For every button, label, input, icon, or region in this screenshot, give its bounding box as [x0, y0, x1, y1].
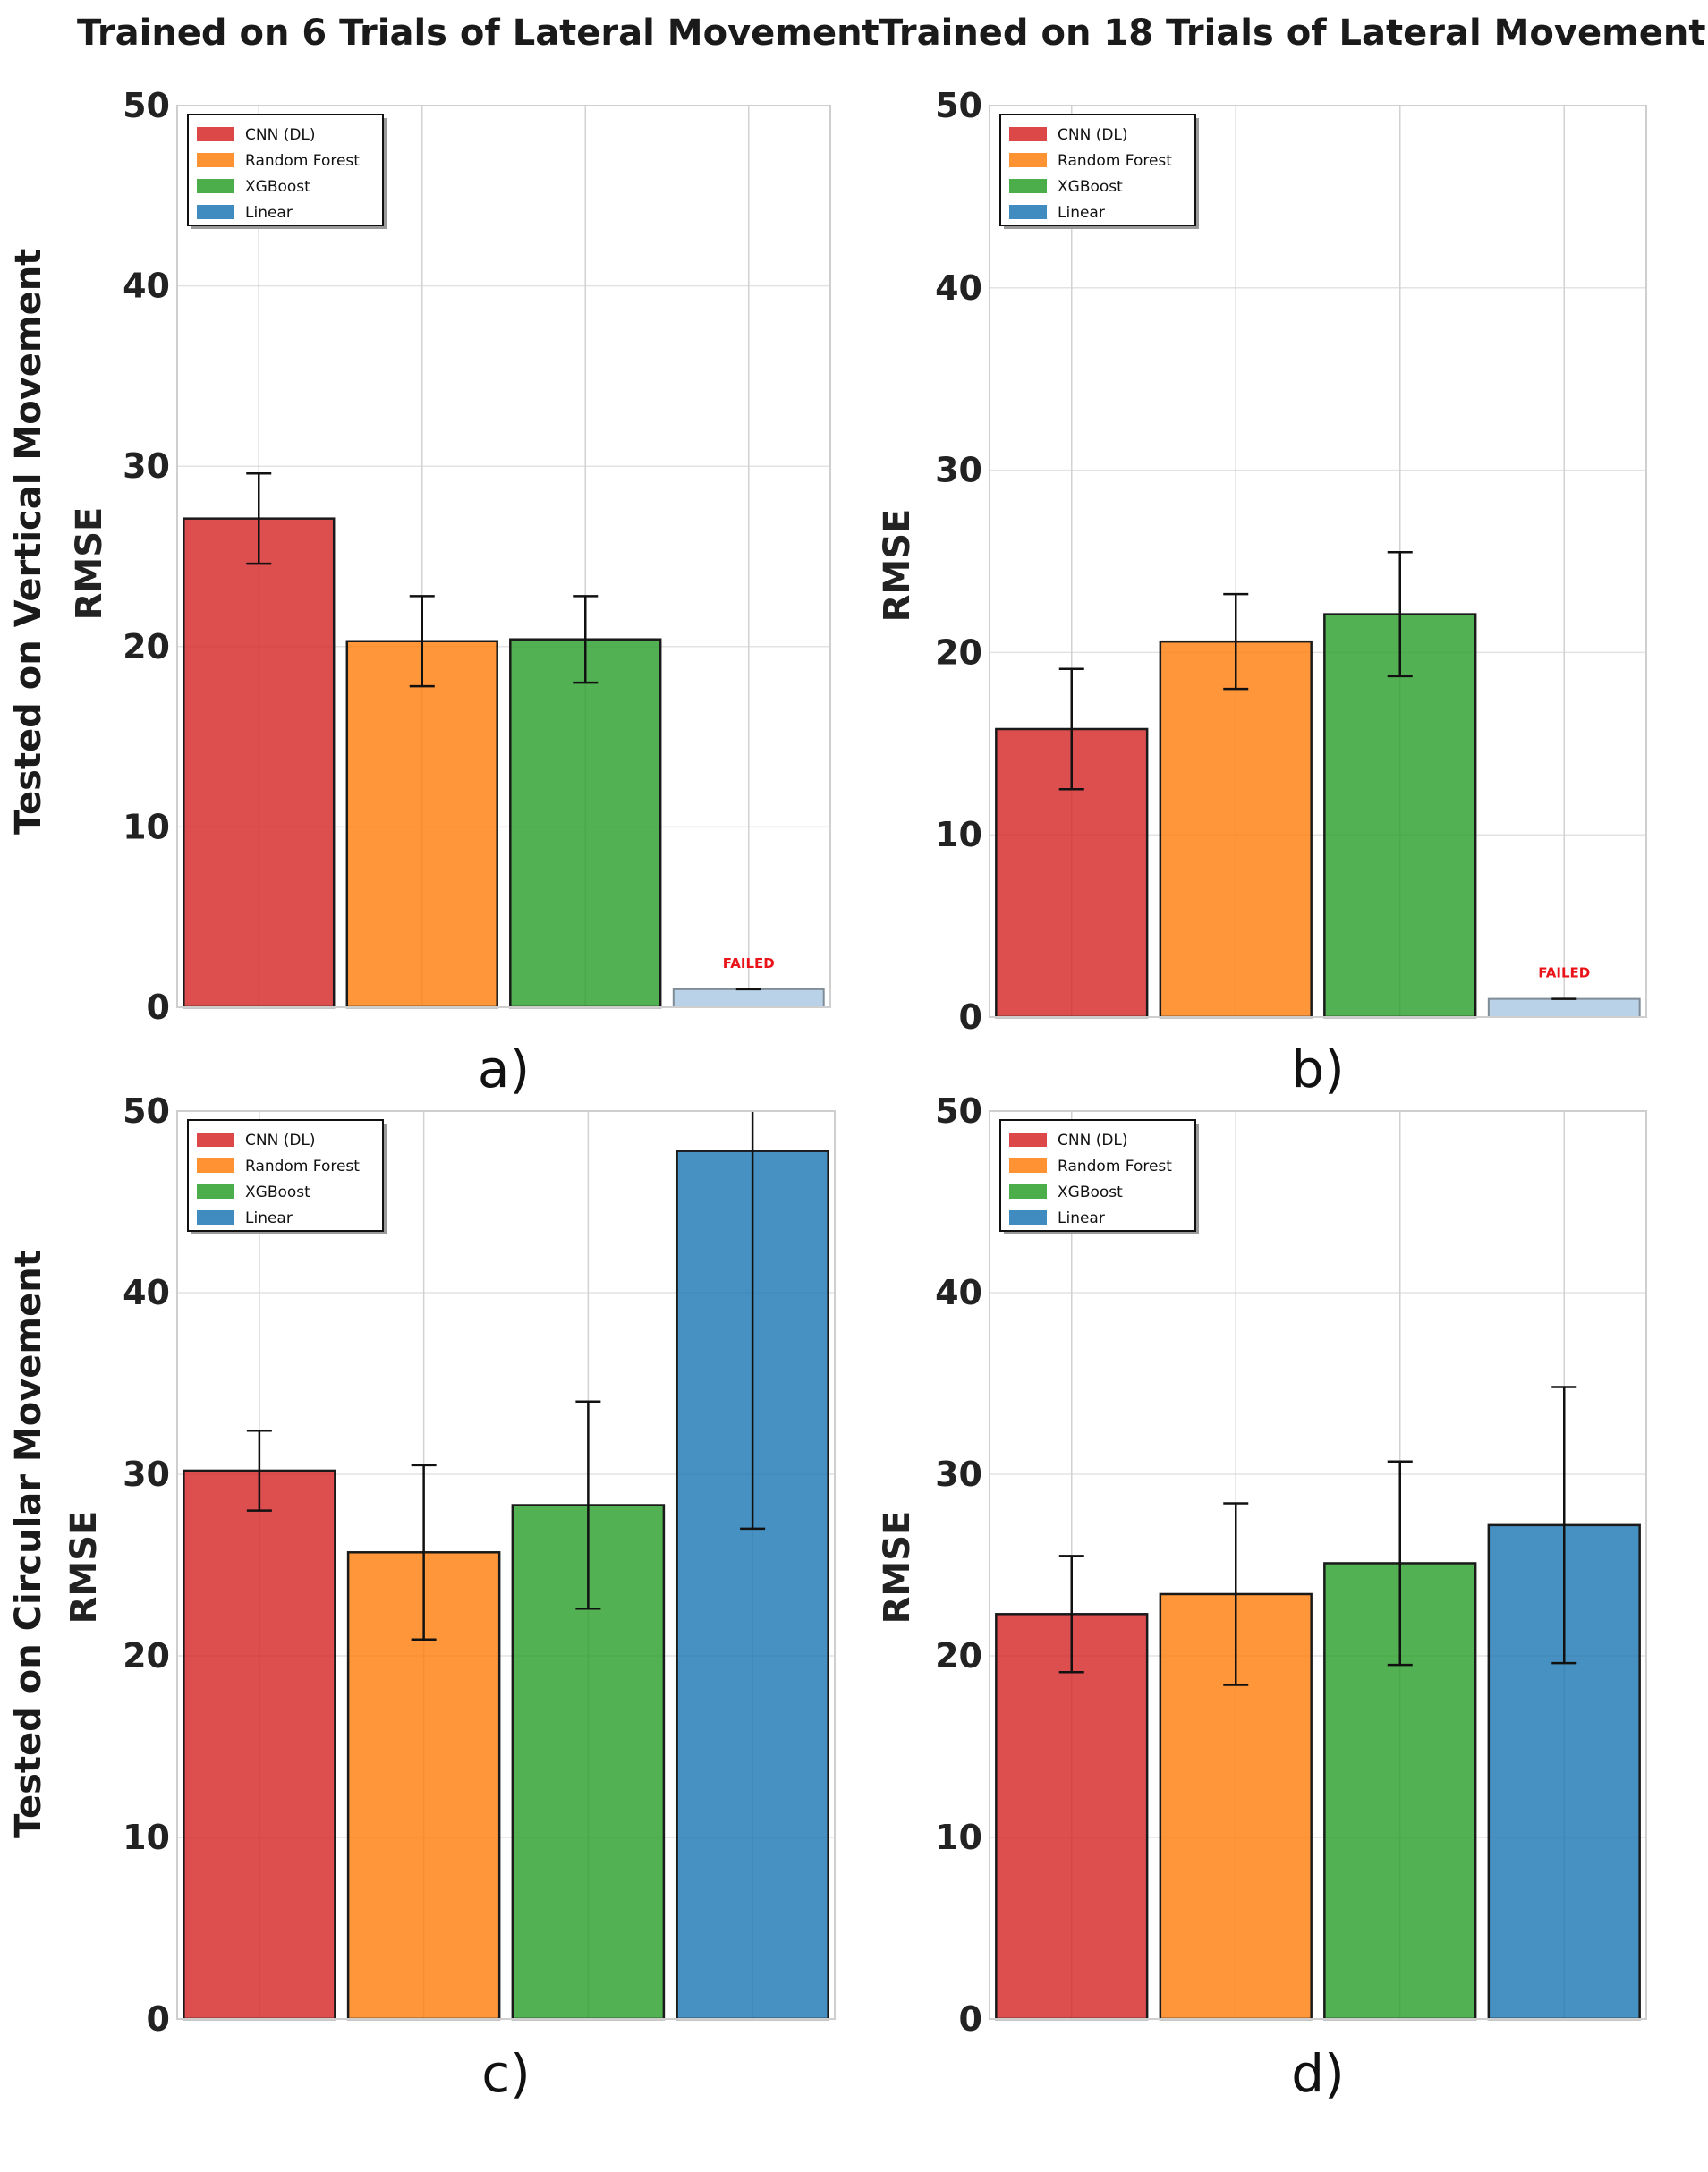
legend-label: XGBoost [245, 1184, 310, 1201]
legend-swatch-cnn-dl [1009, 1133, 1047, 1147]
legend-label: XGBoost [1058, 1184, 1123, 1201]
legend: CNN (DL) Random Forest XGBoost Linear [999, 1119, 1199, 1234]
y-axis-label: RMSE [64, 1511, 105, 1625]
legend: CNN (DL) Random Forest XGBoost Linear [999, 114, 1199, 229]
y-tick-label: 0 [959, 997, 982, 1037]
legend-swatch-random-forest [197, 153, 234, 167]
legend: CNN (DL) Random Forest XGBoost Linear [187, 1119, 387, 1234]
y-tick-label: 50 [123, 1091, 170, 1131]
legend-swatch-xgboost [197, 1184, 234, 1199]
y-axis-label: RMSE [877, 509, 918, 623]
y-tick-label: 10 [935, 815, 982, 854]
legend-swatch-random-forest [1009, 153, 1047, 167]
legend-label: CNN (DL) [245, 126, 316, 144]
panel-label: c) [481, 2043, 531, 2104]
y-tick-label: 10 [123, 807, 170, 846]
legend-label: Linear [245, 1209, 293, 1227]
legend-label: XGBoost [1058, 178, 1123, 196]
panel-label: d) [1291, 2043, 1344, 2104]
bar-random-forest [345, 640, 498, 1009]
bar-xgboost [509, 638, 662, 1009]
axes-frame [989, 1110, 1647, 2020]
legend-label: CNN (DL) [1058, 126, 1128, 144]
legend-label: CNN (DL) [245, 1132, 316, 1150]
y-tick-label: 50 [123, 86, 170, 125]
column-title-18-trials: Trained on 18 Trials of Lateral Movement [879, 13, 1706, 54]
y-tick-label: 50 [935, 86, 982, 125]
legend-label: Random Forest [245, 152, 360, 170]
legend-swatch-linear [1009, 1210, 1047, 1225]
legend-swatch-linear [197, 205, 234, 219]
panel-c: 0 10 20 30 40 50 RMSE c) CNN (DL) Random Forest XG… [64, 1091, 836, 2104]
bar-linear [672, 988, 825, 1008]
y-tick-label: 10 [935, 1818, 982, 1857]
y-tick-label: 20 [123, 627, 170, 666]
panel-label: a) [478, 1039, 530, 1099]
legend-swatch-xgboost [1009, 1184, 1047, 1199]
y-tick-label: 0 [147, 1999, 170, 2039]
legend-swatch-linear [197, 1210, 234, 1225]
panel-label: b) [1291, 1039, 1344, 1099]
y-tick-label: 0 [959, 1999, 982, 2039]
y-tick-label: 40 [123, 267, 170, 306]
bar-linear [1487, 997, 1641, 1018]
y-tick-label: 20 [935, 1636, 982, 1676]
panel-a: FAILED 0 10 20 30 40 50 RMSE a) CNN (DL) Random Fo… [69, 86, 831, 1099]
legend-label: Random Forest [245, 1158, 360, 1175]
bar-random-forest [1159, 640, 1313, 1019]
panel-b: FAILED 0 10 20 30 40 50 RMSE b) CNN (DL) Random Fo… [877, 86, 1647, 1099]
legend-label: XGBoost [245, 178, 310, 196]
legend-swatch-random-forest [197, 1158, 234, 1173]
y-tick-label: 30 [935, 451, 982, 490]
y-tick-label: 10 [123, 1818, 170, 1857]
bar-xgboost [1323, 613, 1477, 1019]
legend-swatch-random-forest [1009, 1158, 1047, 1173]
bar-cnn-dl [183, 517, 336, 1009]
y-tick-label: 30 [123, 446, 170, 486]
y-tick-label: 0 [147, 988, 170, 1027]
legend-swatch-cnn-dl [197, 1133, 234, 1147]
y-tick-label: 20 [123, 1636, 170, 1676]
failed-label: FAILED [723, 955, 775, 971]
y-tick-label: 40 [935, 1273, 982, 1312]
y-axis-label: RMSE [877, 1511, 918, 1625]
legend-swatch-linear [1009, 205, 1047, 219]
axes-frame [176, 1110, 836, 2020]
legend-label: Linear [245, 204, 293, 222]
legend-label: Linear [1058, 1209, 1105, 1227]
bar-cnn-dl [183, 1469, 336, 2021]
legend-swatch-xgboost [1009, 179, 1047, 193]
bar-cnn-dl [995, 1613, 1149, 2021]
y-tick-label: 40 [935, 268, 982, 308]
y-tick-label: 30 [935, 1455, 982, 1494]
legend-label: Linear [1058, 204, 1105, 222]
y-tick-label: 50 [935, 1091, 982, 1131]
legend-label: CNN (DL) [1058, 1132, 1128, 1150]
legend-swatch-xgboost [197, 179, 234, 193]
legend-label: Random Forest [1058, 152, 1172, 170]
failed-label: FAILED [1538, 965, 1590, 981]
y-axis-label: RMSE [69, 507, 110, 621]
column-title-6-trials: Trained on 6 Trials of Lateral Movement [77, 13, 879, 54]
legend: CNN (DL) Random Forest XGBoost Linear [187, 114, 387, 229]
legend-swatch-cnn-dl [197, 127, 234, 141]
y-tick-label: 40 [123, 1273, 170, 1312]
y-tick-label: 20 [935, 632, 982, 672]
axes-frame [989, 105, 1647, 1018]
legend-swatch-cnn-dl [1009, 127, 1047, 141]
y-tick-label: 30 [123, 1455, 170, 1494]
axes-frame [176, 105, 831, 1008]
legend-label: Random Forest [1058, 1158, 1172, 1175]
panel-d: 0 10 20 30 40 50 RMSE d) CNN (DL) Random Forest XG… [877, 1091, 1647, 2104]
